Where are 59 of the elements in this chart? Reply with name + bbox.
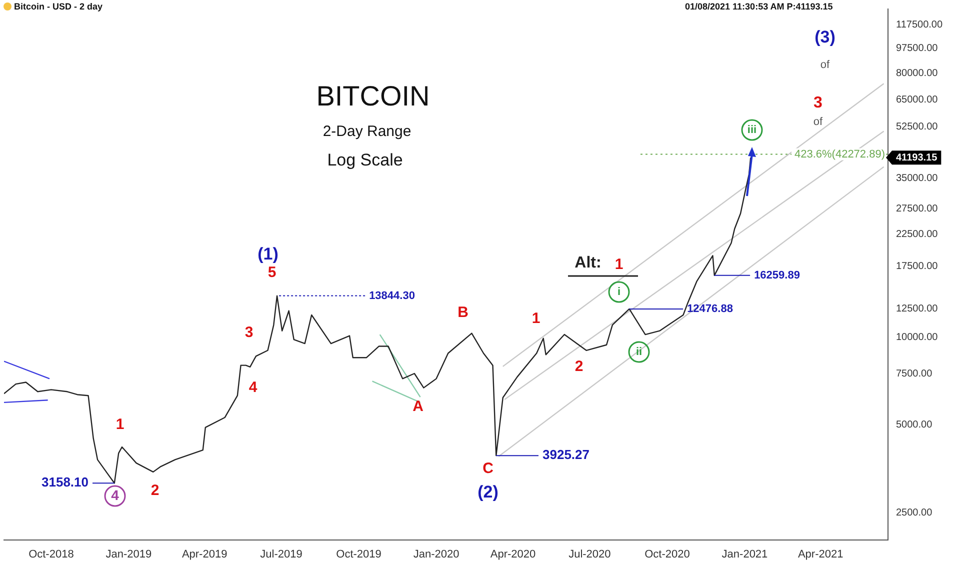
annotation: 01/08/2021 11:30:53 AM P:41193.15 xyxy=(685,1,833,12)
text: 2-Day Range xyxy=(322,123,412,140)
x-tick-label: Oct-2018 xyxy=(28,548,74,560)
x-tick-label: Jul-2019 xyxy=(260,548,302,560)
x-tick-label: Jan-2020 xyxy=(413,548,460,560)
y-tick-label: 12500.00 xyxy=(896,304,938,315)
x-tick-label: Oct-2020 xyxy=(644,548,690,560)
y-tick-label: 7500.00 xyxy=(896,368,933,380)
annotation: 3 xyxy=(814,94,823,112)
y-tick-label: 117500.00 xyxy=(896,19,943,30)
annotation: 1 xyxy=(532,310,540,328)
annotation: 13844.30 xyxy=(369,290,415,302)
x-tick-label: Apr-2021 xyxy=(798,548,844,560)
annotation: 3 xyxy=(244,324,254,342)
y-tick-label: 17500.00 xyxy=(896,260,938,272)
y-tick-label: 5000.00 xyxy=(896,420,933,431)
annotation: (2) xyxy=(478,482,498,502)
y-tick-label: 10000.00 xyxy=(896,332,938,343)
annotation: Bitcoin - USD - 2 day xyxy=(14,1,103,12)
annotation: (1) xyxy=(258,244,278,264)
annotation: ii xyxy=(636,346,642,358)
text: BITCOIN xyxy=(316,80,430,112)
annotation: 1 xyxy=(614,256,624,274)
text: 41193.15 xyxy=(896,152,938,164)
annotation: i xyxy=(617,286,621,298)
annotation: 16259.89 xyxy=(754,269,800,282)
annotation: 2 xyxy=(150,482,160,500)
x-tick-label: Jan-2019 xyxy=(106,548,152,560)
annotation: 5 xyxy=(268,264,276,282)
annotation: 12476.88 xyxy=(687,303,733,316)
y-tick-label: 22500.00 xyxy=(896,228,938,240)
annotation: iii xyxy=(747,124,757,136)
annotation: 4 xyxy=(111,486,120,503)
annotation: 2 xyxy=(574,358,584,376)
x-tick-label: Apr-2019 xyxy=(182,548,228,560)
annotation: A xyxy=(412,398,424,416)
x-tick-label: Jul-2020 xyxy=(568,548,611,560)
x-tick-label: Oct-2019 xyxy=(336,548,382,560)
annotation: of xyxy=(820,59,831,72)
y-tick-label: 80000.00 xyxy=(896,68,938,80)
annotation: C xyxy=(482,460,494,478)
annotation: Alt: xyxy=(574,254,602,272)
y-tick-label: 97500.00 xyxy=(896,43,938,54)
x-tick-label: Apr-2020 xyxy=(490,548,536,560)
y-tick-label: 35000.00 xyxy=(896,172,938,184)
annotation: Log Scale xyxy=(327,150,403,170)
y-tick-label: 65000.00 xyxy=(896,94,938,106)
x-tick-label: Jan-2021 xyxy=(722,548,768,560)
annotation: 3925.27 xyxy=(542,447,590,462)
y-tick-label: 52500.00 xyxy=(896,122,938,133)
annotation: (3) xyxy=(814,28,836,47)
annotation: 1 xyxy=(116,416,124,434)
annotation: B xyxy=(458,304,469,322)
y-tick-label: 27500.00 xyxy=(896,204,938,215)
ref-line-label: 423.6%(42272.89) xyxy=(794,148,885,160)
annotation: 4 xyxy=(248,379,258,396)
annotation: of xyxy=(813,116,824,128)
y-tick-label: 2500.00 xyxy=(896,508,933,519)
annotation: 3158.10 xyxy=(42,474,88,490)
